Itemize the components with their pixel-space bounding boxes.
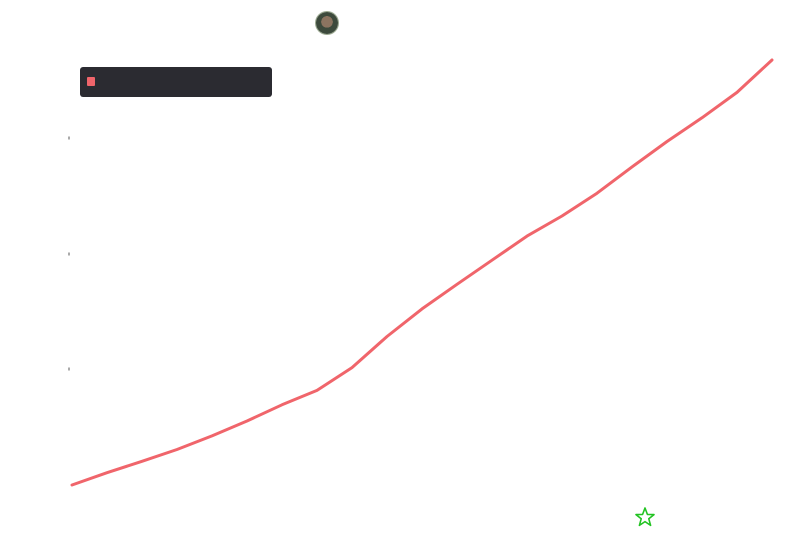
series-line-0	[70, 58, 774, 487]
star-icon[interactable]	[634, 506, 656, 528]
avatar[interactable]	[316, 12, 338, 34]
series-lines	[70, 58, 774, 487]
legend	[80, 67, 272, 97]
legend-swatch	[87, 77, 95, 86]
